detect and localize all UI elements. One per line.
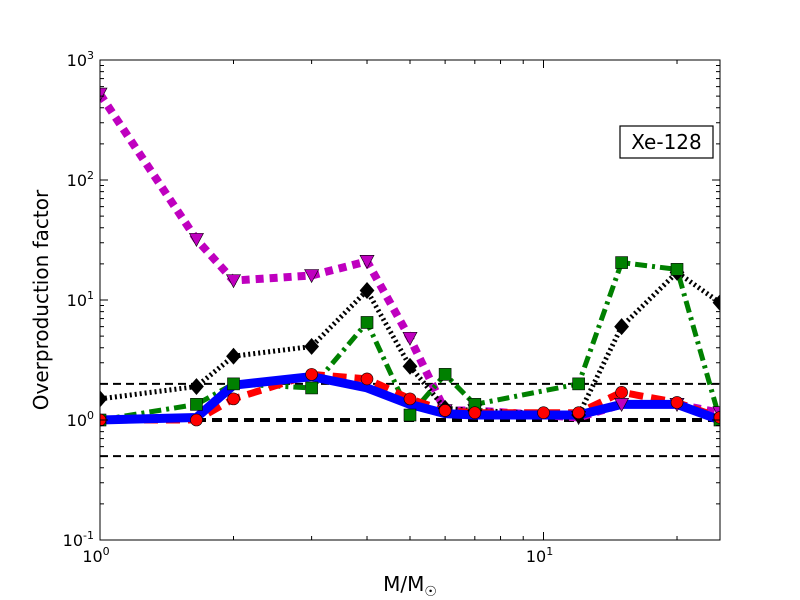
series-3-point-3 — [304, 338, 320, 355]
y-tick-label-0: 10-1 — [63, 529, 94, 550]
y-tick-label-4: 103 — [67, 49, 94, 70]
series-1-point-10 — [615, 386, 628, 399]
series-3-point-4 — [359, 282, 375, 299]
series-2-point-1 — [190, 398, 203, 411]
series-1-point-7 — [468, 406, 482, 420]
series-2-point-2 — [227, 377, 240, 391]
series-1-point-8 — [537, 406, 550, 420]
annotation-box: Xe-128 — [619, 125, 714, 159]
series-1-point-4 — [360, 372, 374, 386]
series-4-point-2 — [226, 274, 242, 289]
annotation-frame — [619, 125, 714, 159]
x-tick-label-0: 100 — [82, 545, 109, 566]
series-4-point-1 — [188, 233, 204, 248]
series-3-point-5 — [402, 357, 418, 375]
x-axis-label-subscript: ☉ — [424, 584, 437, 600]
series-2-point-5 — [403, 408, 417, 422]
series-3-point-0 — [100, 390, 108, 408]
series-2-point-3 — [305, 381, 318, 395]
series-2-point-8 — [572, 377, 585, 391]
series-3-point-1 — [189, 378, 204, 396]
series-3-point-2 — [226, 347, 241, 365]
series-2-point-10 — [670, 263, 684, 276]
series-3-point-9 — [614, 318, 630, 336]
series-1-point-3 — [305, 368, 318, 381]
series-1-point-1 — [190, 413, 203, 427]
series-2-point-6 — [438, 368, 452, 381]
y-axis-label: Overproduction factor — [29, 189, 53, 410]
axis-ticks — [99, 59, 720, 541]
x-axis-label-main: M/M — [383, 572, 424, 596]
data-markers-group — [100, 87, 720, 427]
x-axis-label: M/M☉ — [383, 572, 437, 600]
series-4-point-5 — [402, 331, 418, 346]
y-tick-label-1: 100 — [67, 409, 94, 430]
series-2-point-4 — [360, 316, 374, 329]
plot-background — [100, 60, 720, 540]
series-4-point-4 — [359, 255, 375, 269]
x-tick-label-1: 101 — [526, 545, 553, 566]
series-4-point-0 — [100, 87, 108, 102]
y-tick-label-3: 102 — [67, 169, 94, 190]
series-1-point-6 — [438, 404, 452, 417]
series-2-point-9 — [615, 256, 628, 269]
y-tick-label-2: 101 — [67, 289, 94, 310]
series-4-point-3 — [304, 269, 320, 284]
series-1-point-9 — [572, 406, 585, 420]
annotation-label: Xe-128 — [631, 130, 702, 154]
series-1-point-5 — [403, 392, 417, 406]
series-1-point-2 — [227, 392, 240, 406]
series-1-point-11 — [670, 396, 684, 409]
